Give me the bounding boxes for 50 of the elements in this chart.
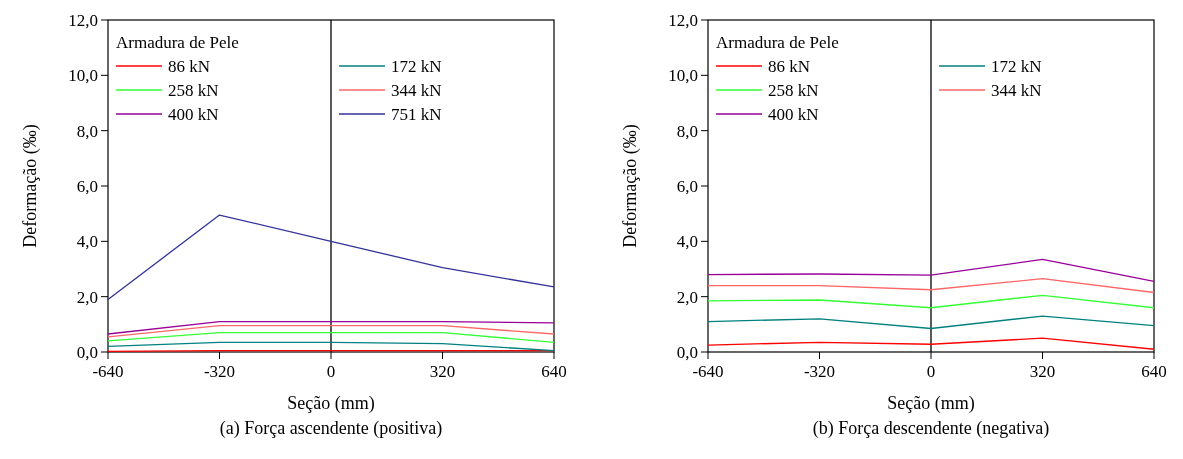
y-tick-label: 2,0: [76, 287, 98, 307]
x-axis-title: Seção (mm): [887, 393, 975, 414]
legend-label: 172 kN: [991, 57, 1042, 76]
x-tick-label: -320: [203, 362, 236, 381]
line-series: [107, 214, 555, 301]
line-series: [707, 337, 1155, 350]
y-tick-label: 4,0: [76, 232, 98, 252]
y-tick-label: 8,0: [76, 121, 98, 141]
x-tick-label: 320: [1029, 362, 1056, 381]
x-tick-label: -320: [803, 362, 836, 381]
y-tick-label: 4,0: [676, 232, 698, 252]
legend-label: 258 kN: [168, 81, 219, 100]
text: (a) Força ascendente (positiva): [219, 418, 443, 439]
line-series: [707, 278, 1155, 294]
legend-label: 344 kN: [991, 81, 1042, 100]
x-tick-label: 0: [926, 362, 936, 381]
y-tick-label: 8,0: [676, 121, 698, 141]
y-tick-label: 6,0: [76, 177, 98, 196]
legend-label: 400 kN: [168, 105, 219, 124]
y-axis-title: Deformação (‰): [620, 124, 641, 248]
x-axis-title: Seção (mm): [287, 393, 375, 414]
legend-label: 86 kN: [768, 57, 811, 76]
y-tick-label: 6,0: [676, 177, 698, 196]
line-series: [707, 294, 1155, 309]
y-tick-label: 0,0: [76, 343, 98, 362]
text: (b) Força descendente (negativa): [812, 418, 1050, 439]
legend-title: Armadura de Pele: [116, 33, 239, 52]
line-series: [707, 315, 1155, 330]
x-tick-label: 640: [1141, 362, 1167, 381]
line-series: [707, 258, 1155, 283]
y-axis-title: Deformação (‰): [20, 124, 41, 248]
legend-label: 344 kN: [391, 81, 442, 100]
legend-label: 258 kN: [768, 81, 819, 100]
legend-label: 400 kN: [768, 105, 819, 124]
x-tick-label: 640: [541, 362, 567, 381]
y-tick-label: 12,0: [668, 11, 698, 30]
y-tick-label: 2,0: [676, 287, 698, 307]
x-tick-label: -640: [92, 362, 124, 381]
y-tick-label: 10,0: [668, 66, 698, 86]
x-tick-label: -640: [692, 362, 724, 381]
y-tick-label: 0,0: [676, 343, 698, 362]
y-tick-label: 10,0: [68, 66, 98, 86]
legend-label: 172 kN: [391, 57, 442, 76]
legend-label: 86 kN: [168, 57, 211, 76]
legend-title: Armadura de Pele: [716, 33, 839, 52]
legend-label: 751 kN: [391, 105, 442, 124]
line-series: [107, 341, 555, 352]
y-tick-label: 12,0: [68, 11, 98, 30]
x-tick-label: 0: [326, 362, 336, 381]
x-tick-label: 320: [429, 362, 456, 381]
